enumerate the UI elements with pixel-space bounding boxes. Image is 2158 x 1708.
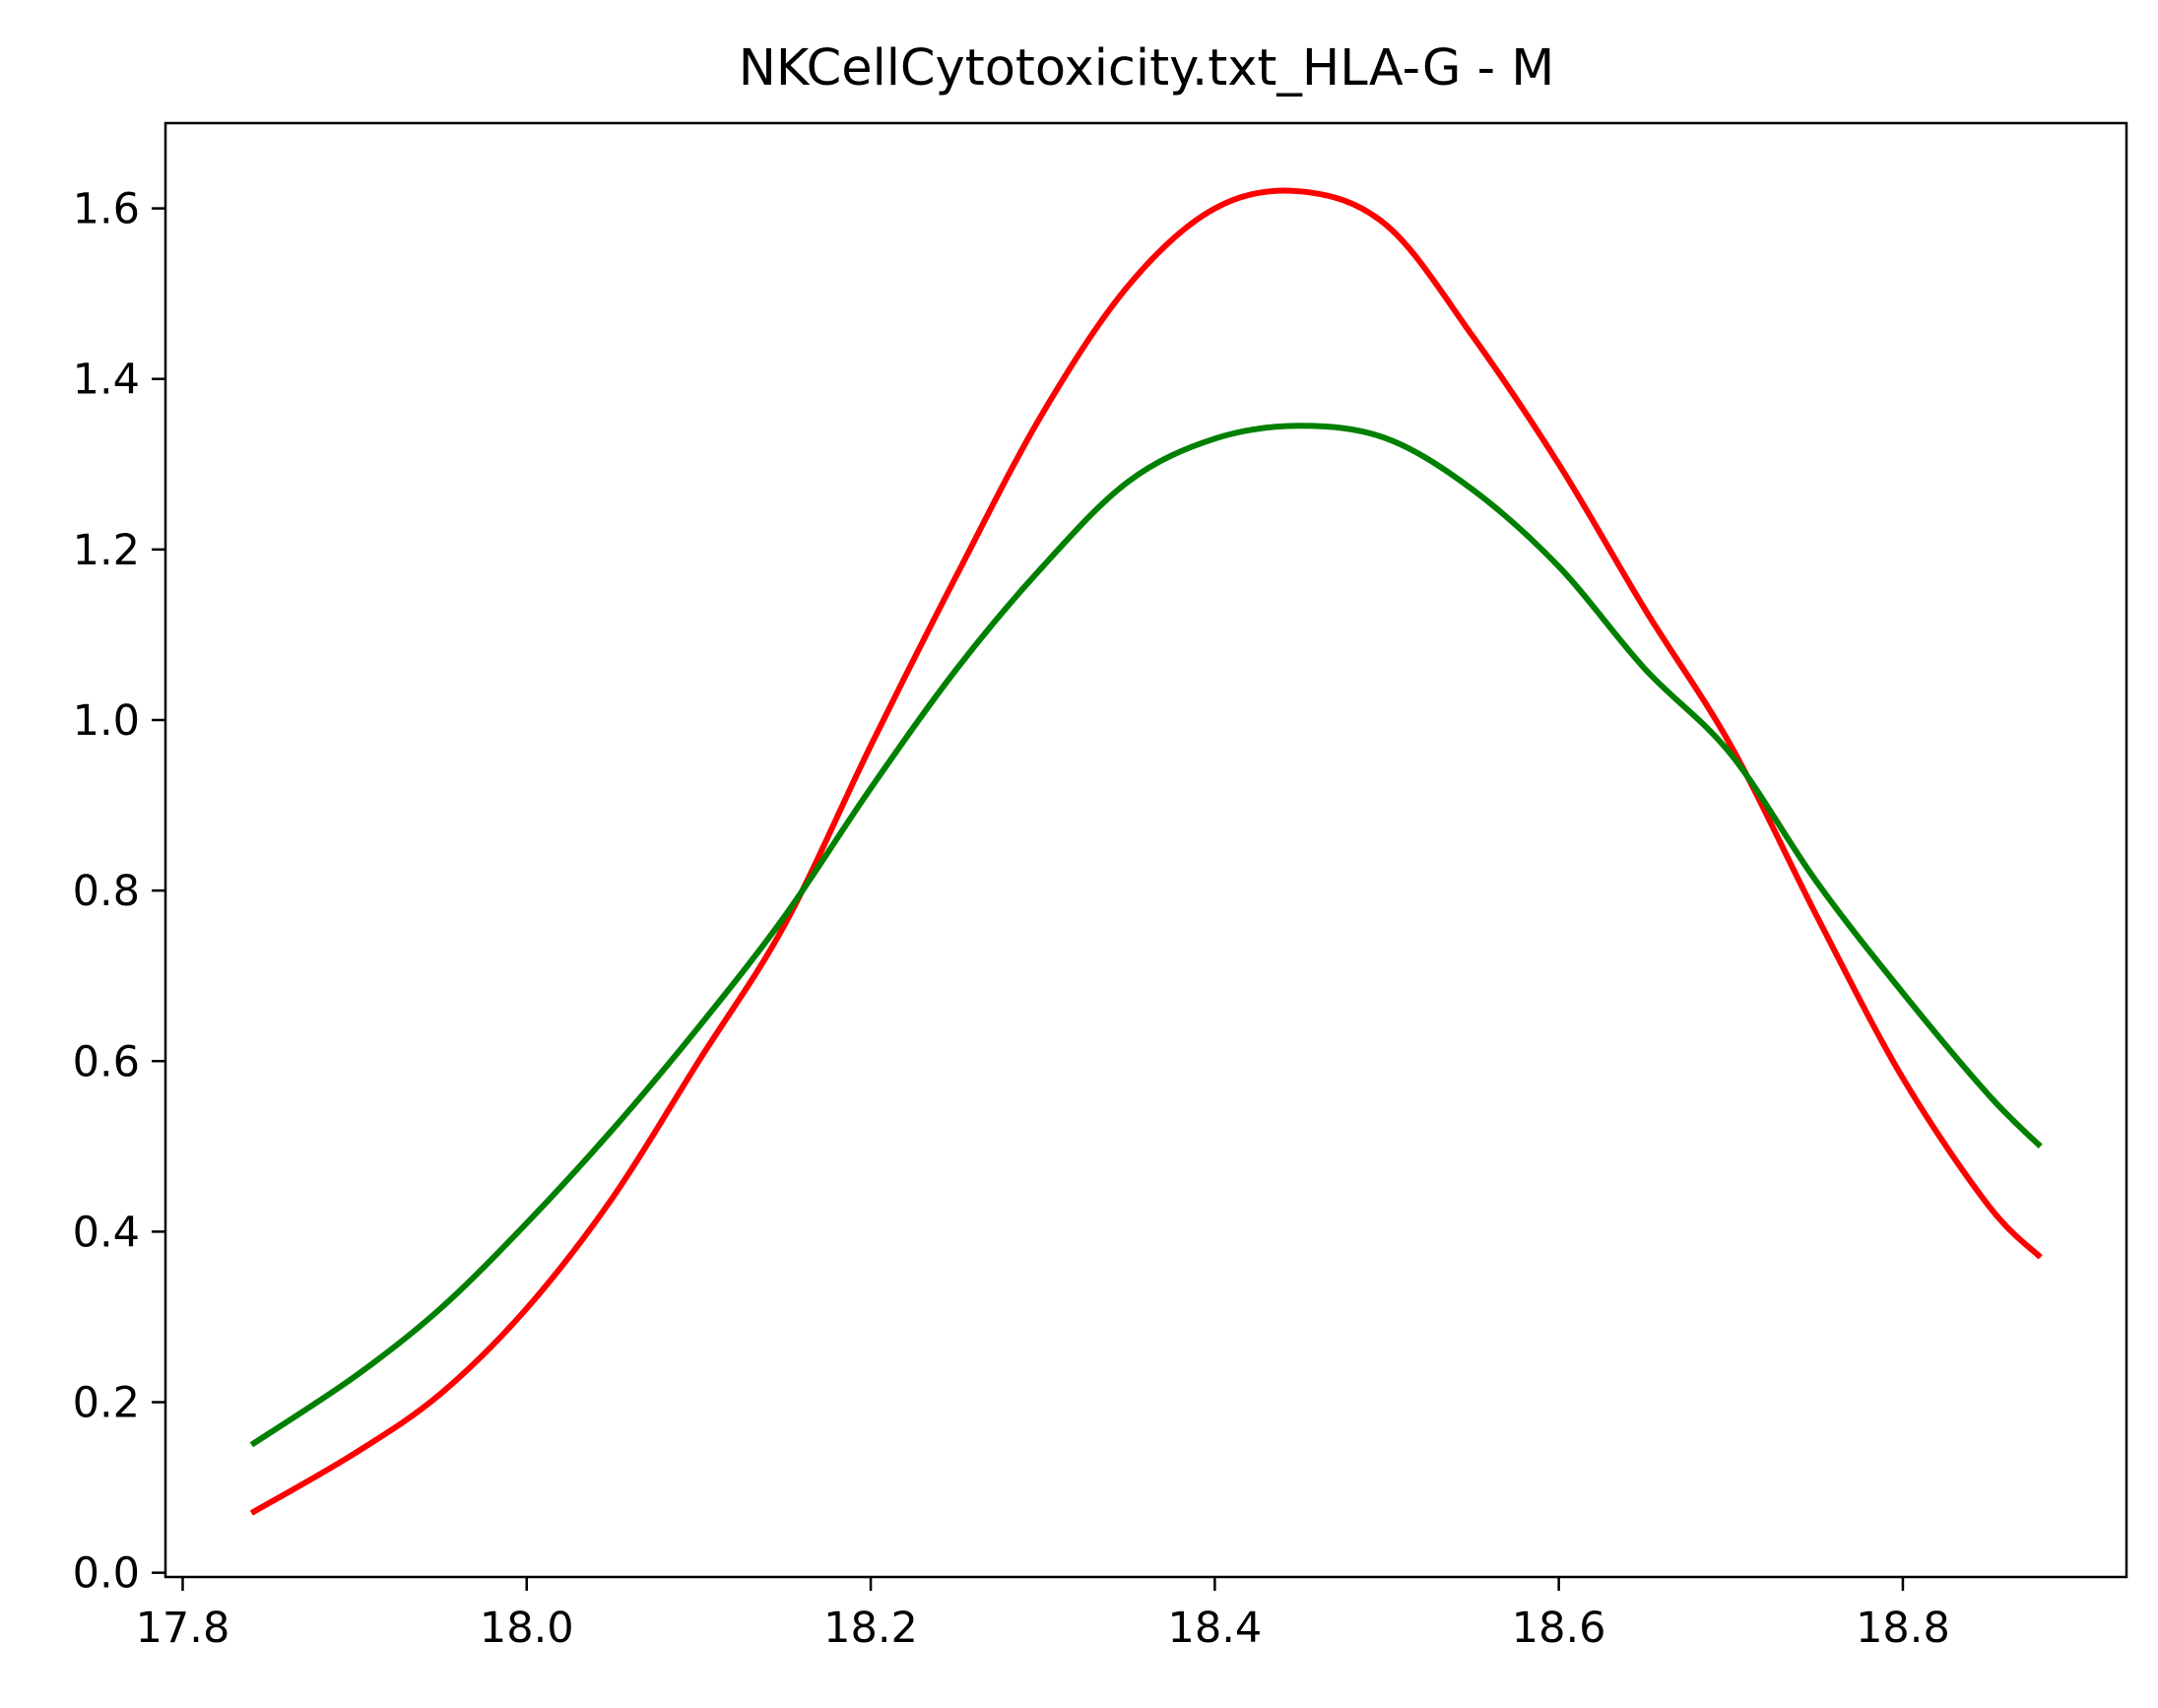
y-tick-label: 0.2 <box>73 1379 140 1428</box>
x-tick-label: 18.6 <box>1512 1604 1606 1653</box>
x-tick-label: 18.8 <box>1856 1604 1950 1653</box>
y-tick-label: 0.0 <box>73 1549 140 1599</box>
plot-frame <box>163 121 2128 1579</box>
series-layer <box>249 187 2043 1516</box>
y-tick-label: 1.4 <box>73 356 140 405</box>
x-tick-label: 18.2 <box>823 1604 918 1653</box>
series-line-2 <box>249 423 2043 1448</box>
y-tick-label: 1.6 <box>73 185 140 234</box>
series-line-1 <box>249 187 2043 1516</box>
x-tick-label: 18.4 <box>1167 1604 1262 1653</box>
x-tick-label: 18.0 <box>480 1604 574 1653</box>
chart-title: NKCellCytotoxicity.txt_HLA-G - M <box>739 39 1554 98</box>
y-tick-label: 0.8 <box>73 867 140 916</box>
y-tick-label: 0.6 <box>73 1037 140 1086</box>
y-tick-label: 0.4 <box>73 1208 140 1257</box>
y-tick-label: 1.0 <box>73 696 140 746</box>
y-tick-label: 1.2 <box>73 526 140 575</box>
x-tick-label: 17.8 <box>136 1604 230 1653</box>
axes-layer: 17.8 18.0 18.2 18.4 18.6 18.8 0.0 0.2 0.4 0.6 0.8 1… <box>73 185 1950 1653</box>
